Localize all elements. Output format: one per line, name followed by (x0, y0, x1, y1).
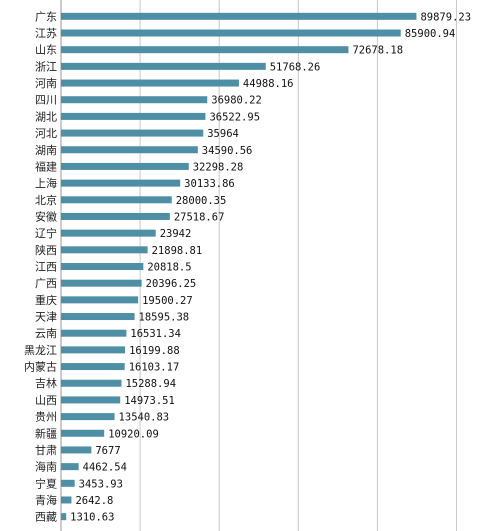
category-tick-label: 广东 (35, 10, 57, 23)
bar (61, 263, 144, 270)
bar-value-label: 16531.34 (130, 328, 181, 340)
bar-value-label: 51768.26 (270, 61, 321, 73)
bar-value-label: 36980.22 (211, 95, 262, 107)
category-tick-label: 江苏 (35, 27, 57, 40)
bar-value-label: 85900.94 (405, 28, 456, 40)
category-tick-label: 新疆 (35, 426, 57, 440)
bar (61, 279, 142, 287)
bar (61, 179, 181, 187)
category-tick-label: 湖南 (35, 144, 57, 157)
category-labels: 广东江苏山东浙江河南四川湖北河北湖南福建上海北京安徽辽宁陕西江西广西重庆天津云南… (24, 10, 57, 523)
bar-value-label: 4462.54 (83, 462, 127, 474)
bar-value-label: 10920.09 (108, 428, 159, 440)
category-tick-label: 福建 (35, 159, 57, 173)
category-tick-label: 河北 (35, 127, 57, 140)
bar-value-label: 23942 (160, 228, 192, 240)
bar-value-label: 2642.8 (75, 495, 113, 507)
bar-value-label: 36522.95 (209, 111, 260, 123)
bar-value-label: 16103.17 (129, 362, 180, 374)
bar-value-label: 30133.86 (184, 178, 235, 190)
category-tick-label: 河南 (35, 77, 57, 90)
bar (61, 379, 122, 387)
category-tick-label: 贵州 (35, 411, 57, 424)
bar-value-label: 13540.83 (119, 412, 170, 424)
bar (61, 46, 349, 54)
category-tick-label: 四川 (35, 94, 57, 107)
bar-value-label: 72678.18 (352, 45, 403, 57)
category-tick-label: 辽宁 (35, 226, 57, 240)
bar (61, 129, 204, 137)
bar (61, 363, 125, 371)
bar (61, 212, 170, 220)
bar-value-label: 15288.94 (125, 378, 176, 390)
bar-value-label: 20396.25 (146, 278, 197, 290)
category-tick-label: 重庆 (35, 293, 57, 307)
bar-value-label: 19500.27 (142, 295, 193, 307)
bar (61, 429, 105, 437)
bar-value-label: 21898.81 (152, 245, 203, 257)
bar (61, 162, 189, 170)
bar (61, 479, 75, 487)
bar-value-label: 34590.56 (202, 145, 253, 157)
category-tick-label: 广西 (35, 277, 57, 290)
bar-value-label: 89879.23 (420, 11, 471, 23)
bar (61, 413, 115, 421)
category-tick-label: 云南 (35, 327, 57, 340)
bar-value-label: 35964 (207, 128, 239, 140)
bar (61, 146, 198, 154)
bar (61, 329, 127, 337)
bar (61, 513, 67, 521)
bar (61, 96, 208, 104)
bar (61, 346, 126, 354)
bar-value-label: 14973.51 (124, 395, 175, 407)
grid-lines (139, 0, 457, 531)
bar (61, 313, 135, 321)
category-tick-label: 海南 (35, 460, 57, 474)
bar-value-label: 20818.5 (147, 262, 191, 274)
bar-value-label: 7677 (95, 445, 120, 457)
category-tick-label: 江西 (35, 261, 57, 274)
bar (61, 79, 239, 87)
bar-value-label: 3453.93 (79, 478, 123, 490)
category-tick-label: 内蒙古 (24, 360, 57, 374)
bar (61, 29, 401, 37)
category-tick-label: 宁夏 (35, 476, 57, 490)
bar (61, 112, 206, 120)
bar (61, 196, 172, 204)
bar (61, 229, 156, 237)
bar (61, 396, 121, 404)
bar (61, 62, 266, 70)
category-tick-label: 山西 (35, 394, 57, 407)
category-tick-label: 北京 (35, 193, 57, 207)
category-tick-label: 黑龙江 (24, 344, 57, 357)
bar (61, 496, 72, 504)
bar-value-label: 1310.63 (70, 512, 114, 524)
bar-value-label: 32298.28 (193, 161, 244, 173)
bar (61, 296, 139, 304)
category-tick-label: 吉林 (35, 376, 57, 390)
category-tick-label: 天津 (35, 311, 57, 324)
category-tick-label: 上海 (35, 176, 57, 190)
bars (61, 12, 417, 521)
bar-value-label: 28000.35 (176, 195, 227, 207)
category-tick-label: 山东 (35, 44, 57, 57)
category-tick-label: 陕西 (35, 243, 57, 257)
category-tick-label: 安徽 (35, 209, 57, 223)
bar (61, 246, 148, 254)
category-tick-label: 西藏 (35, 511, 57, 524)
bar-value-label: 27518.67 (174, 211, 225, 223)
bar (61, 12, 417, 20)
bar-value-label: 44988.16 (243, 78, 294, 90)
bar (61, 463, 79, 471)
category-tick-label: 青海 (35, 493, 57, 507)
category-tick-label: 甘肃 (35, 444, 57, 457)
category-tick-label: 湖北 (35, 110, 57, 123)
bar-value-label: 16199.88 (129, 345, 180, 357)
bar-value-label: 18595.38 (139, 312, 190, 324)
bar (61, 446, 92, 454)
category-tick-label: 浙江 (35, 60, 57, 73)
